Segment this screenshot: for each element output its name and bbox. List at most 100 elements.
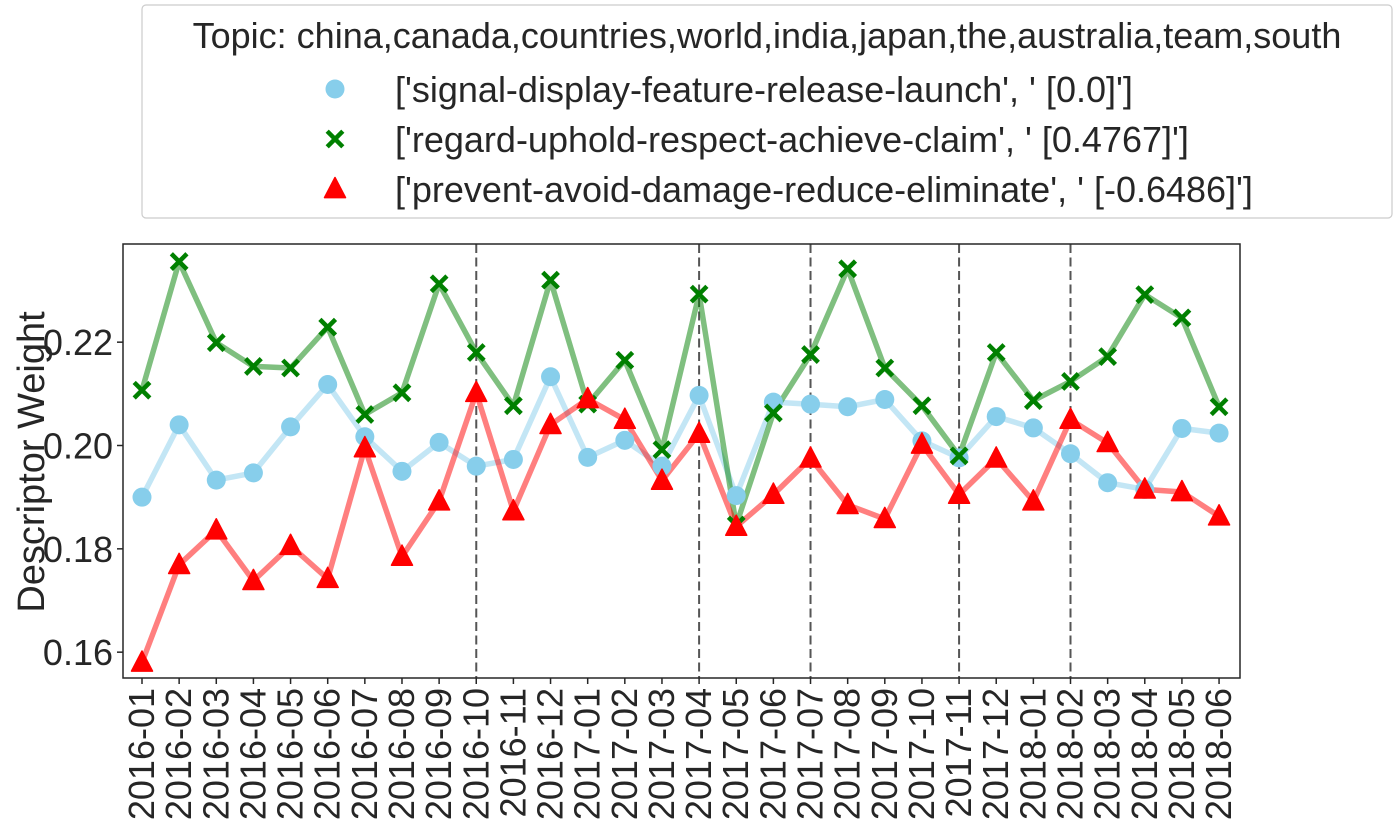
data-point-triangle-2016-02 <box>167 552 191 575</box>
data-point-triangle-2016-05 <box>279 533 302 556</box>
legend: Topic: china,canada,countries,world,indi… <box>141 4 1393 219</box>
data-point-circle-2018-02 <box>1061 444 1080 464</box>
y-tick-label: 0.22 <box>43 322 113 363</box>
data-point-x-2017-12 <box>986 343 1006 362</box>
data-point-triangle-2018-02 <box>1059 407 1082 430</box>
data-point-circle-2016-10 <box>466 456 486 476</box>
data-point-circle-2016-08 <box>392 461 412 481</box>
legend-label: ['regard-uphold-respect-achieve-claim', … <box>395 119 1189 160</box>
data-point-circle-2018-06 <box>1209 423 1229 443</box>
data-point-x-2018-05 <box>1172 308 1192 328</box>
data-point-x-2018-03 <box>1098 347 1118 367</box>
data-point-circle-2017-08 <box>838 397 858 417</box>
data-point-triangle-2018-01 <box>1022 489 1045 511</box>
data-point-circle-2018-05 <box>1172 418 1192 438</box>
data-point-x-2016-04 <box>244 357 263 376</box>
data-point-circle-2016-09 <box>429 432 449 452</box>
data-point-x-2018-06 <box>1209 397 1229 417</box>
data-point-x-2017-04 <box>689 284 709 304</box>
data-point-x-2017-03 <box>652 440 672 460</box>
data-point-triangle-2017-05 <box>724 514 748 536</box>
data-point-x-2016-08 <box>392 383 412 403</box>
data-point-x-2016-09 <box>429 274 449 294</box>
legend-label: ['signal-display-feature-release-launch'… <box>395 69 1133 110</box>
x-tick-label: 2016-02 <box>158 688 199 820</box>
data-point-triangle-2018-04 <box>1133 477 1157 499</box>
data-point-circle-2016-01 <box>132 487 152 507</box>
data-point-triangle-2018-05 <box>1170 479 1194 502</box>
x-tick-label: 2017-06 <box>752 688 793 820</box>
legend-marker-x <box>325 129 345 149</box>
series-markers-3 <box>130 380 1231 672</box>
data-point-circle-2017-03 <box>652 456 672 476</box>
data-point-triangle-2016-07 <box>353 435 377 458</box>
data-point-x-2017-11 <box>949 446 969 466</box>
data-point-x-2016-01 <box>132 380 152 400</box>
data-point-circle-2017-12 <box>986 407 1006 427</box>
x-tick-label: 2018-03 <box>1087 688 1128 820</box>
data-point-circle-2016-02 <box>169 415 189 435</box>
data-point-x-2016-05 <box>281 358 300 378</box>
data-point-circle-2017-01 <box>578 447 598 467</box>
data-point-circle-2016-05 <box>281 417 301 437</box>
data-point-triangle-2018-03 <box>1096 430 1119 453</box>
data-point-x-2018-02 <box>1061 372 1080 391</box>
data-point-x-2016-12 <box>541 270 560 290</box>
data-point-triangle-2017-01 <box>576 386 599 409</box>
data-point-triangle-2017-02 <box>613 407 637 430</box>
data-point-x-2017-09 <box>875 358 895 378</box>
data-point-triangle-2016-06 <box>316 566 339 589</box>
data-point-x-2018-01 <box>1023 391 1043 410</box>
x-tick-label: 2016-12 <box>530 688 571 820</box>
data-point-triangle-2017-09 <box>873 506 897 529</box>
series-line-2 <box>139 258 1222 528</box>
x-tick-label: 2016-03 <box>195 688 236 820</box>
data-point-triangle-2016-03 <box>205 517 228 540</box>
x-tick-label: 2017-04 <box>678 688 719 820</box>
y-axis-label: Descriptor Weight <box>11 311 53 613</box>
data-point-x-2016-02 <box>169 252 189 271</box>
x-tick-label: 2018-02 <box>1050 688 1091 820</box>
series-line-1 <box>139 374 1222 500</box>
data-point-triangle-2016-09 <box>427 489 451 511</box>
legend-entry-1: ['signal-display-feature-release-launch'… <box>325 69 1133 110</box>
legend-label: ['prevent-avoid-damage-reduce-eliminate'… <box>395 169 1253 210</box>
data-point-x-2017-10 <box>912 396 932 416</box>
x-tick-label: 2017-05 <box>715 688 756 820</box>
legend-title: Topic: china,canada,countries,world,indi… <box>193 15 1342 56</box>
data-point-triangle-2017-10 <box>910 432 934 454</box>
data-point-triangle-2016-10 <box>465 380 488 403</box>
data-point-circle-2016-11 <box>503 449 523 469</box>
data-point-x-2016-10 <box>466 343 486 362</box>
x-tick-label: 2017-11 <box>938 688 979 817</box>
data-point-triangle-2016-08 <box>390 544 414 566</box>
legend-marker-triangle <box>323 176 347 199</box>
x-tick-label: 2017-07 <box>790 688 831 820</box>
x-tick-label: 2018-05 <box>1161 688 1202 820</box>
data-point-triangle-2017-06 <box>762 482 785 504</box>
x-tick-label: 2018-04 <box>1124 688 1165 820</box>
data-point-circle-2018-01 <box>1023 418 1043 438</box>
y-tick-label: 0.20 <box>43 426 113 467</box>
data-point-x-2017-06 <box>763 403 783 423</box>
legend-frame <box>141 4 1393 219</box>
data-point-triangle-2017-08 <box>836 492 859 515</box>
legend-entries: ['signal-display-feature-release-launch'… <box>323 69 1253 210</box>
data-point-circle-2016-12 <box>541 367 561 387</box>
legend-entry-3: ['prevent-avoid-damage-reduce-eliminate'… <box>323 169 1253 210</box>
data-point-triangle-2016-11 <box>502 498 525 521</box>
x-tick-label: 2017-01 <box>567 688 608 820</box>
data-point-triangle-2016-04 <box>242 568 265 591</box>
data-point-circle-2016-06 <box>318 375 338 395</box>
data-point-x-2018-04 <box>1135 285 1155 305</box>
x-tick-label: 2016-07 <box>344 688 385 820</box>
data-point-triangle-2017-07 <box>799 446 822 468</box>
x-tick-label: 2017-02 <box>604 688 645 820</box>
x-tick-label: 2016-08 <box>381 688 422 820</box>
data-point-x-2017-02 <box>615 350 635 370</box>
series-line-3 <box>139 390 1222 666</box>
x-tick-label: 2016-10 <box>455 688 496 820</box>
x-tick-label: 2018-01 <box>1012 688 1053 820</box>
data-point-triangle-2017-03 <box>650 468 674 491</box>
